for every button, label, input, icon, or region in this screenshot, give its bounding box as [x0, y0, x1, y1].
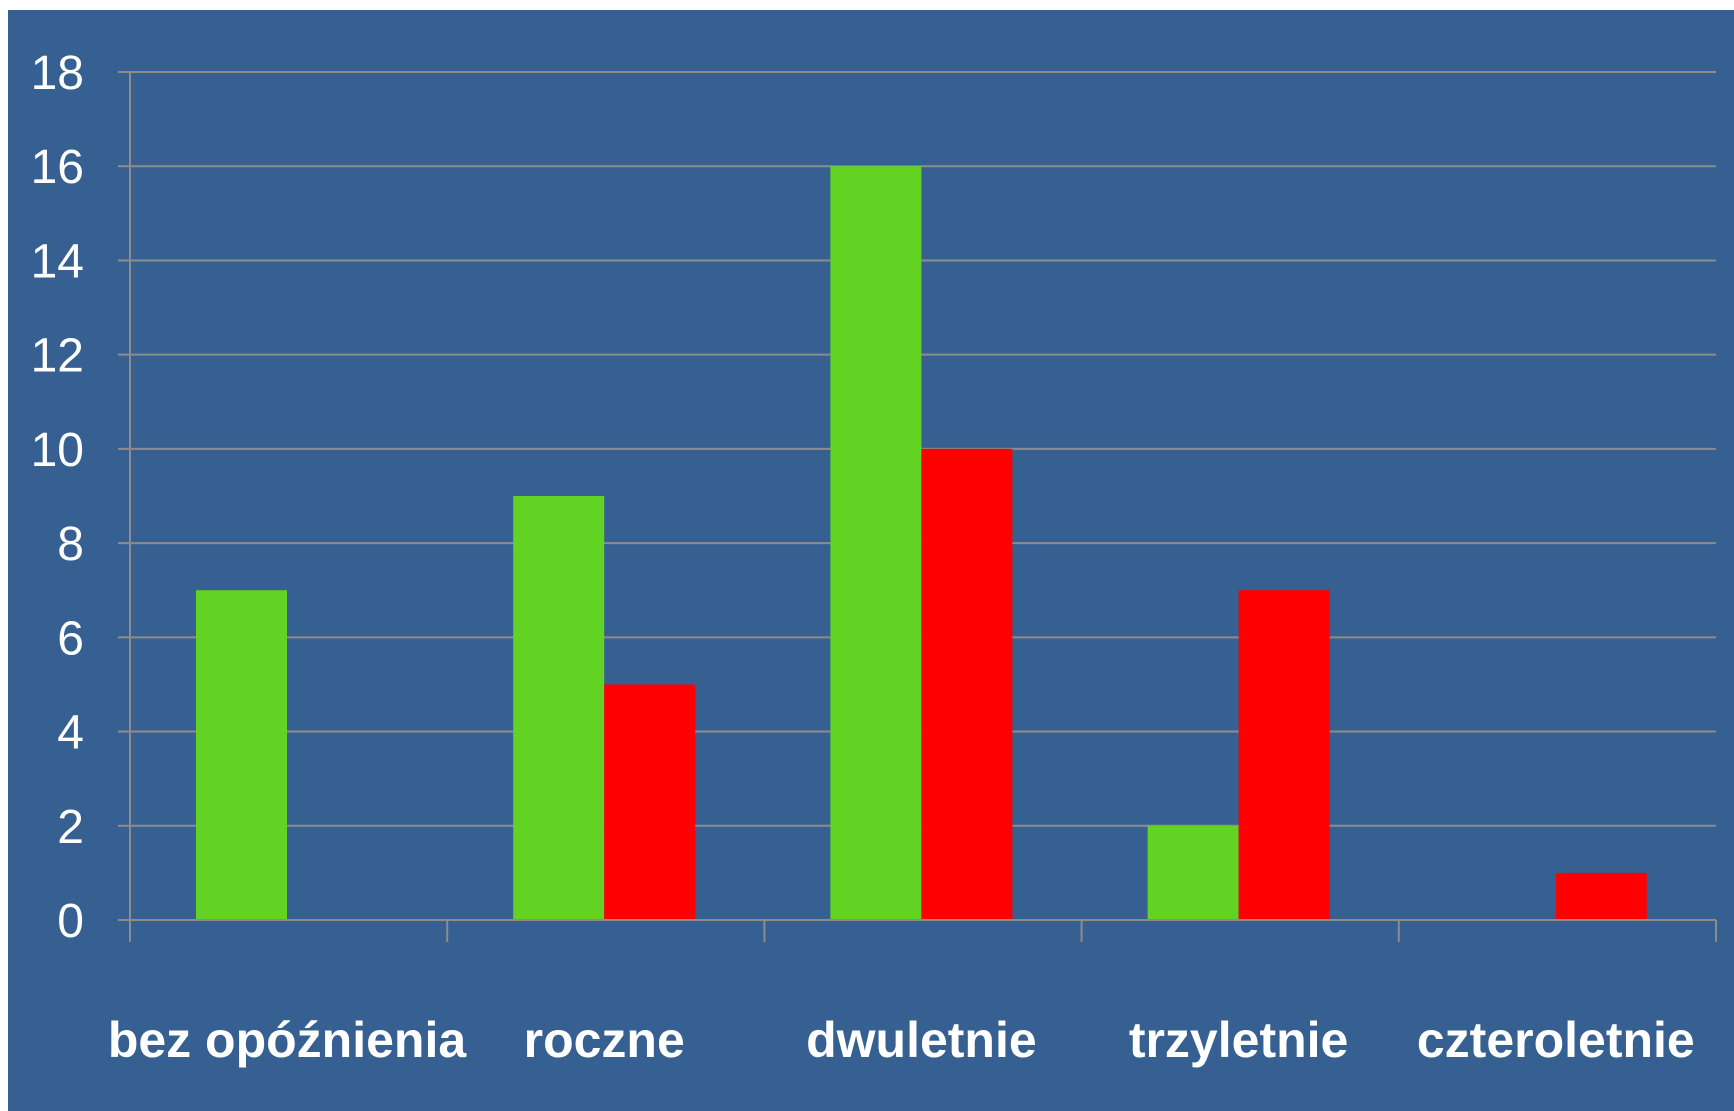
x-category-label: trzyletnie [1129, 1012, 1349, 1068]
bar-series-2-4 [1555, 872, 1647, 920]
x-category-label: czteroletnie [1417, 1012, 1695, 1068]
y-tick-label: 8 [57, 518, 84, 571]
bars [196, 166, 1647, 920]
bar-series-1-2 [830, 166, 922, 920]
y-tick-label: 16 [31, 141, 84, 194]
bar-series-1-0 [196, 590, 287, 920]
y-tick-label: 2 [57, 801, 84, 854]
x-category-label: roczne [524, 1012, 685, 1068]
x-category-label: dwuletnie [806, 1012, 1037, 1068]
x-axis-category-labels: bez opóźnienia roczne dwuletnie trzyletnie c… [108, 1012, 1695, 1068]
bar-series-2-2 [921, 448, 1013, 920]
y-axis-tick-labels: 0 2 4 6 8 10 12 14 16 18 [31, 47, 130, 948]
axes [129, 72, 1717, 942]
bar-series-1-3 [1147, 825, 1239, 920]
bar-series-2-3 [1238, 590, 1330, 920]
y-tick-label: 18 [31, 47, 84, 100]
y-tick-label: 10 [31, 424, 84, 477]
y-tick-label: 0 [57, 895, 84, 948]
x-category-label: bez opóźnienia [108, 1012, 468, 1068]
bar-series-1-1 [513, 496, 605, 920]
y-tick-label: 14 [31, 235, 84, 288]
bar-series-2-1 [604, 684, 696, 920]
y-tick-label: 6 [57, 612, 84, 665]
y-tick-label: 12 [31, 330, 84, 383]
y-tick-label: 4 [57, 707, 84, 760]
